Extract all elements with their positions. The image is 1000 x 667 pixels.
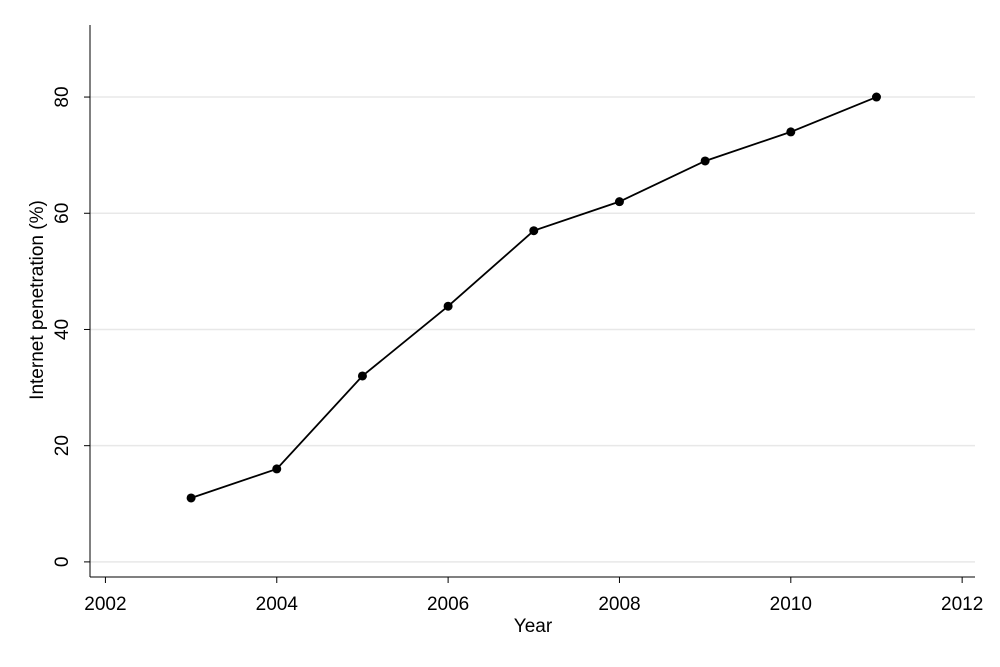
- y-tick-label: 80: [52, 86, 73, 107]
- x-axis-label: Year: [514, 616, 553, 637]
- x-tick-label: 2010: [770, 594, 812, 615]
- y-axis-label: Internet penetration (%): [27, 200, 48, 400]
- x-tick-label: 2004: [256, 594, 299, 615]
- x-tick-label: 2012: [941, 594, 983, 615]
- x-tick-label: 2002: [84, 594, 126, 615]
- x-tick-label: 2008: [598, 594, 640, 615]
- y-tick-label: 0: [52, 557, 73, 568]
- point: [357, 371, 367, 381]
- point: [272, 464, 282, 474]
- point: [871, 92, 881, 102]
- y-tick-label: 60: [52, 203, 73, 224]
- point: [614, 197, 624, 207]
- point: [700, 156, 710, 166]
- point: [786, 127, 796, 137]
- point: [529, 226, 539, 236]
- y-tick-label: 40: [52, 319, 73, 340]
- point: [443, 301, 453, 311]
- x-tick-label: 2006: [427, 594, 469, 615]
- point: [186, 493, 196, 503]
- y-tick-label: 20: [52, 435, 73, 456]
